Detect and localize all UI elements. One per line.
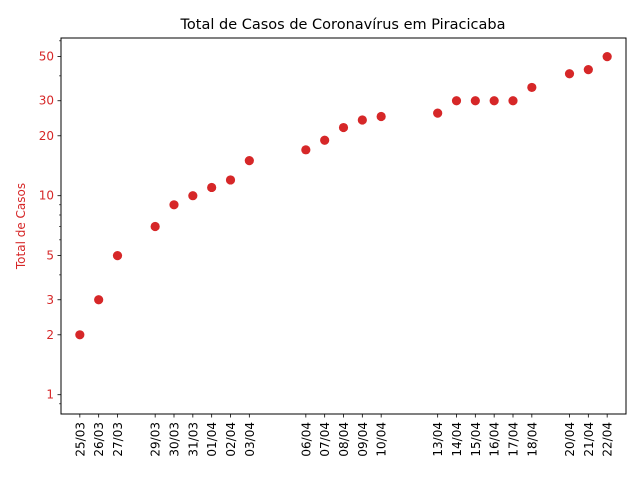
y-tick-label: 3: [46, 293, 54, 307]
y-axis-label: Total de Casos: [14, 183, 28, 270]
x-tick-label: 21/04: [582, 422, 596, 457]
x-tick-label: 31/03: [186, 422, 200, 457]
data-point: [244, 156, 254, 166]
x-axis-ticks: 25/03 26/03 27/03 29/03 30/03 31/03 01/04 02/04…: [73, 414, 615, 457]
x-tick-label: 26/03: [92, 422, 106, 457]
plot-area: [60, 37, 627, 415]
data-point: [188, 191, 198, 201]
x-tick-label: 29/03: [149, 422, 163, 457]
x-tick-label: 25/03: [73, 422, 87, 457]
x-tick-label: 01/04: [205, 422, 219, 457]
x-tick-label: 02/04: [224, 422, 238, 457]
chart-title: Total de Casos de Coronavírus em Piracic…: [180, 17, 506, 33]
data-point: [470, 96, 480, 106]
data-point: [112, 251, 123, 261]
x-tick-label: 16/04: [488, 422, 502, 457]
x-tick-label: 30/03: [168, 422, 182, 457]
data-points: [75, 51, 612, 340]
x-tick-label: 13/04: [431, 422, 445, 457]
data-point: [301, 145, 311, 155]
data-point: [169, 200, 179, 210]
y-tick-label: 1: [46, 388, 54, 402]
data-point: [338, 122, 349, 133]
data-point: [508, 96, 518, 106]
x-tick-label: 14/04: [450, 422, 464, 457]
x-tick-label: 27/03: [111, 422, 125, 457]
y-minor-ticks: [59, 40, 61, 405]
data-point: [527, 82, 537, 93]
x-tick-label: 15/04: [469, 422, 483, 457]
data-point: [489, 96, 499, 106]
data-point: [451, 96, 462, 106]
data-point: [564, 69, 575, 79]
x-tick-label: 08/04: [337, 422, 351, 457]
data-point: [94, 295, 104, 305]
y-tick-label: 50: [39, 50, 54, 64]
data-point: [150, 221, 160, 232]
y-tick-label: 10: [39, 189, 54, 203]
x-tick-label: 20/04: [563, 422, 577, 457]
y-tick-label: 5: [46, 249, 54, 263]
data-point: [207, 182, 217, 193]
plot-frame: [60, 37, 627, 415]
y-tick-label: 2: [46, 328, 54, 342]
data-point: [75, 330, 85, 340]
data-point: [357, 115, 367, 125]
x-tick-label: 10/04: [375, 422, 389, 457]
data-point: [320, 135, 330, 145]
data-point: [602, 51, 612, 62]
data-point: [376, 111, 386, 122]
x-tick-label: 03/04: [243, 422, 257, 457]
x-tick-label: 18/04: [525, 422, 539, 457]
data-point: [433, 108, 443, 118]
data-point: [225, 175, 236, 185]
y-tick-label: 30: [39, 94, 54, 108]
y-tick-label: 20: [39, 129, 54, 143]
y-axis-ticks: 1 2 3 5 10 20 30 50: [39, 50, 61, 402]
x-tick-label: 09/04: [356, 422, 370, 457]
x-tick-label: 07/04: [318, 422, 332, 457]
x-tick-label: 17/04: [507, 422, 521, 457]
x-tick-label: 06/04: [299, 422, 313, 457]
data-point: [583, 65, 593, 75]
x-tick-label: 22/04: [601, 422, 615, 457]
